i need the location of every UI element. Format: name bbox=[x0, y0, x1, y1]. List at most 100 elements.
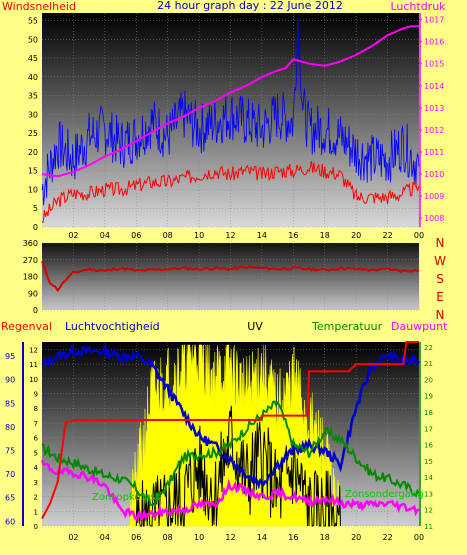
y-tick-label: 60 bbox=[5, 517, 15, 526]
y-tick-label: 8 bbox=[34, 405, 38, 413]
y-tick-label: 5 bbox=[34, 449, 38, 457]
rain-label: Regenval bbox=[1, 320, 52, 333]
y-tick-label: 4 bbox=[34, 464, 39, 472]
pressure-axis-label: Luchtdruk bbox=[390, 0, 446, 13]
y-tick-label: 19 bbox=[424, 393, 433, 401]
y-tick-label: 25 bbox=[28, 129, 38, 138]
compass-label: E bbox=[436, 290, 444, 304]
y-tick-label: 10 bbox=[28, 185, 38, 194]
x-tick-label: 04 bbox=[100, 533, 110, 542]
wind-direction-grid bbox=[42, 242, 420, 311]
wind-pressure-x-axis-ticks: 02 04 06 08 10 12 14 16 18 20 22 00 bbox=[68, 231, 424, 240]
x-tick-label: 20 bbox=[351, 231, 361, 240]
x-tick-label: 02 bbox=[68, 533, 78, 542]
y-tick-label: 1012 bbox=[424, 126, 444, 135]
chart-title: 24 hour graph day : 22 June 2012 bbox=[157, 0, 343, 12]
x-tick-label: 12 bbox=[225, 533, 235, 542]
y-tick-label: 1011 bbox=[424, 148, 444, 157]
wind-direction-y-axis-ticks: 0 90 180 270 360 bbox=[23, 239, 38, 315]
y-tick-label: 20 bbox=[28, 148, 38, 157]
x-tick-label: 22 bbox=[382, 231, 392, 240]
x-tick-label: 10 bbox=[194, 533, 204, 542]
uv-series-area bbox=[128, 344, 341, 527]
sunrise-annotation: Zonsopkomst bbox=[92, 492, 159, 503]
y-tick-label: 3 bbox=[34, 479, 38, 487]
y-tick-label: 1017 bbox=[424, 16, 444, 25]
compass-label: S bbox=[436, 272, 444, 286]
dewpoint-series-line bbox=[40, 459, 420, 522]
y-tick-label: 21 bbox=[424, 360, 433, 368]
y-tick-label: 1008 bbox=[424, 214, 444, 223]
y-tick-label: 18 bbox=[424, 409, 433, 417]
y-tick-label: 11 bbox=[424, 523, 433, 531]
x-tick-label: 14 bbox=[257, 231, 267, 240]
y-tick-label: 0 bbox=[33, 223, 38, 232]
y-tick-label: 65 bbox=[5, 494, 15, 503]
x-tick-label: 00 bbox=[414, 533, 424, 542]
x-tick-label: 18 bbox=[320, 533, 330, 542]
y-tick-label: 30 bbox=[28, 110, 38, 119]
y-tick-label: 1009 bbox=[424, 192, 444, 201]
x-tick-label: 02 bbox=[68, 231, 78, 240]
y-tick-label: 16 bbox=[424, 442, 433, 450]
y-tick-label: 85 bbox=[5, 399, 15, 408]
y-tick-label: 90 bbox=[5, 376, 15, 385]
wind-speed-axis-label: Windsnelheid bbox=[2, 0, 76, 13]
x-tick-label: 16 bbox=[288, 533, 298, 542]
y-tick-label: 270 bbox=[23, 256, 38, 265]
x-tick-label: 06 bbox=[131, 533, 141, 542]
x-tick-label: 00 bbox=[414, 231, 424, 240]
y-tick-label: 1 bbox=[34, 508, 38, 516]
x-tick-label: 20 bbox=[351, 533, 361, 542]
y-tick-label: 70 bbox=[5, 470, 15, 479]
y-tick-label: 50 bbox=[28, 35, 38, 44]
y-tick-label: 12 bbox=[29, 346, 38, 354]
gust-series-line bbox=[41, 18, 420, 206]
y-tick-label: 90 bbox=[28, 289, 38, 298]
pressure-y-axis-ticks: 1008 1009 1010 1011 1012 1013 1014 1015 1016 1017 bbox=[419, 13, 444, 227]
temperature-y-axis-ticks: 11 12 13 14 15 16 17 18 19 20 21 22 bbox=[419, 342, 433, 531]
dewpoint-label: Dauwpunt bbox=[391, 320, 448, 333]
y-tick-label: 20 bbox=[424, 376, 433, 384]
y-tick-label: 15 bbox=[28, 167, 38, 176]
y-tick-label: 2 bbox=[34, 494, 38, 502]
y-tick-label: 360 bbox=[23, 239, 38, 248]
humidity-label: Luchtvochtigheid bbox=[65, 320, 160, 333]
y-tick-label: 95 bbox=[5, 352, 15, 361]
x-tick-label: 10 bbox=[194, 231, 204, 240]
y-tick-label: 55 bbox=[28, 17, 38, 26]
y-tick-label: 9 bbox=[34, 391, 38, 399]
y-tick-label: 75 bbox=[5, 447, 15, 456]
y-tick-label: 0 bbox=[33, 306, 38, 315]
y-tick-label: 12 bbox=[424, 507, 433, 515]
compass-label: N bbox=[436, 236, 445, 250]
y-tick-label: 35 bbox=[28, 92, 38, 101]
y-tick-label: 22 bbox=[424, 344, 433, 352]
x-tick-label: 22 bbox=[382, 533, 392, 542]
compass-label: N bbox=[436, 308, 445, 322]
temperature-label: Temperatuur bbox=[311, 320, 383, 333]
humidity-series-line bbox=[41, 342, 421, 490]
y-tick-label: 6 bbox=[34, 435, 39, 443]
y-tick-label: 17 bbox=[424, 425, 433, 433]
y-tick-label: 5 bbox=[33, 204, 38, 213]
x-tick-label: 08 bbox=[163, 231, 173, 240]
y-tick-label: 0 bbox=[34, 523, 38, 531]
y-tick-label: 10 bbox=[29, 376, 38, 384]
y-tick-label: 14 bbox=[424, 474, 433, 482]
uv-label: UV bbox=[247, 320, 263, 333]
y-tick-label: 180 bbox=[23, 273, 38, 282]
humidity-y-axis-ticks: 60 65 70 75 80 85 90 95 bbox=[5, 342, 24, 526]
rain-series-line bbox=[41, 341, 419, 520]
y-tick-label: 7 bbox=[34, 420, 38, 428]
y-tick-label: 1016 bbox=[424, 38, 444, 47]
y-tick-label: 11 bbox=[29, 361, 38, 369]
y-tick-label: 1010 bbox=[424, 170, 444, 179]
wind-speed-y-axis-ticks: 0 5 10 15 20 25 30 35 40 45 50 55 bbox=[28, 17, 38, 232]
sunset-annotation: Zonsondergang bbox=[345, 489, 424, 500]
x-tick-label: 04 bbox=[100, 231, 110, 240]
